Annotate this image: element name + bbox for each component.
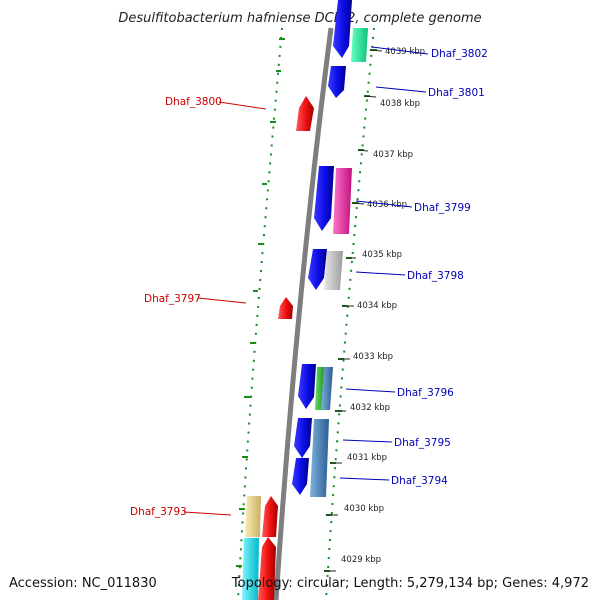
cds-dhaf-3794[interactable]: [292, 458, 309, 495]
gene-label-dhaf-3802[interactable]: Dhaf_3802: [431, 48, 488, 60]
gene-label-dhaf-3797[interactable]: Dhaf_3797: [144, 293, 201, 305]
tick-label: 4033 kbp: [353, 352, 393, 362]
cog-block-teal: [351, 28, 368, 62]
cog-block-steel-a: [321, 367, 333, 410]
cds-dhaf-3797[interactable]: [278, 297, 293, 319]
cds-dhaf-3802[interactable]: [333, 0, 352, 58]
cds-dhaf-3799[interactable]: [314, 166, 334, 231]
accession-text: Accession: NC_011830: [9, 576, 157, 591]
cds-dhaf-3795[interactable]: [294, 418, 312, 458]
topology-text: Topology: circular; Length: 5,279,134 bp…: [231, 576, 589, 591]
cds-dhaf-3798[interactable]: [308, 249, 327, 290]
gene-label-dhaf-3801[interactable]: Dhaf_3801: [428, 87, 485, 99]
cog-block-steel-b: [310, 419, 329, 497]
gene-label-dhaf-3795[interactable]: Dhaf_3795: [394, 437, 451, 449]
genome-backbone: [273, 27, 334, 600]
gene-label-dhaf-3796[interactable]: Dhaf_3796: [397, 387, 454, 399]
tick-label: 4034 kbp: [357, 301, 397, 311]
tick-label: 4031 kbp: [347, 453, 387, 463]
tick-label: 4030 kbp: [344, 504, 384, 514]
cog-block-cyan: [242, 538, 259, 600]
tick-label: 4038 kbp: [380, 99, 420, 109]
cog-block-gray: [324, 251, 343, 290]
tick-label: 4037 kbp: [373, 150, 413, 160]
tick-label: 4032 kbp: [350, 403, 390, 413]
cds-dhaf-3800[interactable]: [296, 96, 314, 131]
cds-dhaf-3801[interactable]: [328, 66, 346, 98]
map-title: Desulfitobacterium hafniense DCB-2, comp…: [118, 11, 481, 26]
tick-marks: [324, 49, 383, 572]
cog-block-khaki: [245, 496, 261, 537]
cds-reverse-lower[interactable]: [258, 537, 276, 600]
tick-label: 4039 kbp: [385, 47, 425, 57]
tick-label: 4036 kbp: [367, 200, 407, 210]
cog-block-pink: [333, 168, 352, 234]
tick-label: 4029 kbp: [341, 555, 381, 565]
gene-label-dhaf-3798[interactable]: Dhaf_3798: [407, 270, 464, 282]
gene-label-dhaf-3793[interactable]: Dhaf_3793: [130, 506, 187, 518]
gene-label-dhaf-3799[interactable]: Dhaf_3799: [414, 202, 471, 214]
gene-label-dhaf-3794[interactable]: Dhaf_3794: [391, 475, 448, 487]
tick-label: 4035 kbp: [362, 250, 402, 260]
cds-dhaf-3793[interactable]: [262, 496, 278, 537]
tick-labels: 4039 kbp 4038 kbp 4037 kbp 4036 kbp 4035…: [341, 47, 425, 565]
gc-skew-track-right: [325, 27, 375, 600]
cds-dhaf-3796[interactable]: [298, 364, 316, 409]
label-leaders: [183, 46, 429, 516]
gene-label-dhaf-3800[interactable]: Dhaf_3800: [165, 96, 222, 108]
